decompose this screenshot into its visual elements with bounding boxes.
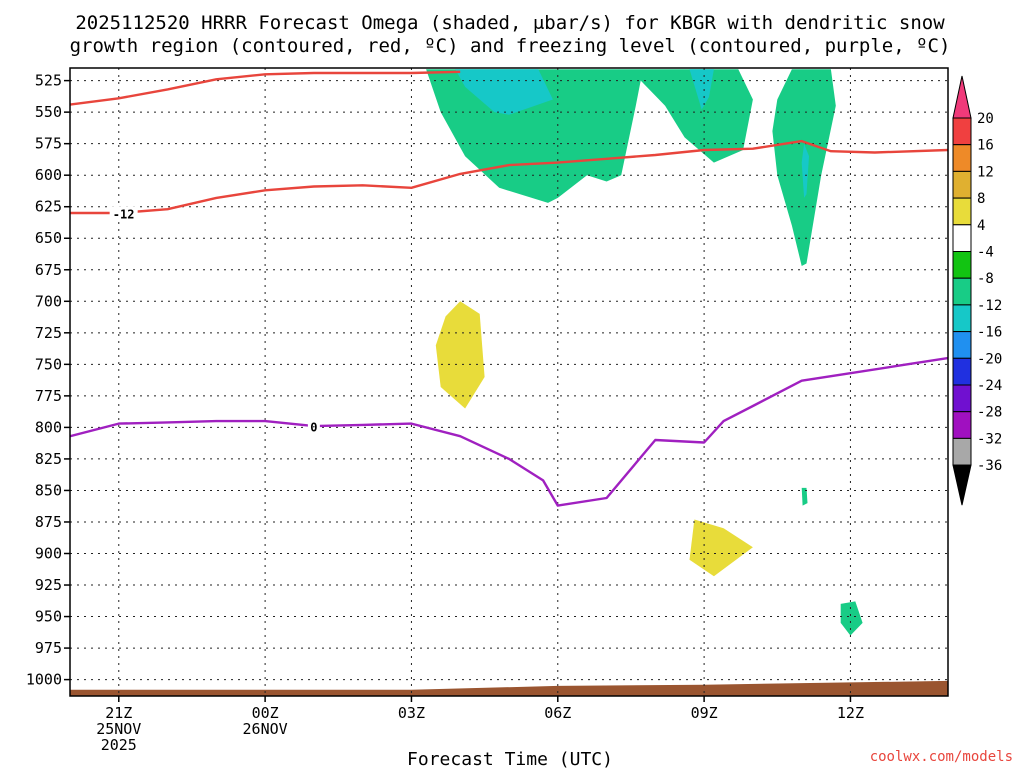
colorbar-label--28: -28: [977, 405, 1002, 421]
y-tick-label-925: 925: [35, 576, 62, 594]
y-tick-label-775: 775: [35, 387, 62, 405]
colorbar-cell-5: [952, 224, 972, 253]
colorbar-cell-7: [952, 277, 972, 306]
colorbar-label--4: -4: [977, 245, 994, 261]
y-tick-label-875: 875: [35, 513, 62, 531]
terrain-layer: [70, 680, 948, 696]
x-tick-label-00Z-1: 26NOV: [243, 720, 288, 738]
omega-region-pos-low-4: [479, 467, 587, 661]
y-tick-label-700: 700: [35, 292, 62, 310]
omega-region-pos-ul-4: [157, 69, 241, 266]
contour-label-freezing-level: 0: [310, 420, 317, 434]
y-tick-label-550: 550: [35, 103, 62, 121]
y-tick-label-950: 950: [35, 608, 62, 626]
y-tick-label-750: 750: [35, 355, 62, 373]
colorbar-cell-6: [952, 251, 972, 279]
contour-label-bg-freezing-level: [307, 419, 320, 435]
x-tick-label-21Z-0: 21Z: [105, 704, 132, 722]
colorbar-label--20: -20: [977, 351, 1002, 367]
colorbar-label--12: -12: [977, 298, 1002, 314]
colorbar-cell-11: [952, 384, 972, 413]
colorbar-label-8: 8: [977, 191, 985, 207]
colorbar-cell-3: [952, 170, 972, 199]
x-tick-label-09Z-0: 09Z: [691, 704, 718, 722]
colorbar: 20 16 12 8 4 -4 -8 -12 -16 -20 -24 -28 -32 -36: [952, 75, 1002, 506]
y-axis: 525 550 575 600 625 650 675 700 725 750 775 800 825 8…: [26, 72, 70, 689]
x-tick-label-21Z-1: 25NOV: [96, 720, 141, 738]
x-tick-label-06Z-0: 06Z: [544, 704, 571, 722]
omega-region-neg-c-8: [840, 601, 863, 636]
omega-region-pos-re-4: [909, 326, 948, 453]
x-tick-label-00Z-0: 00Z: [252, 704, 279, 722]
omega-region-pos-mid-4: [274, 250, 556, 569]
colorbar-label--16: -16: [977, 325, 1002, 341]
omega-region-pos-mid-8: [435, 301, 485, 409]
x-axis-title: Forecast Time (UTC): [407, 749, 613, 768]
x-tick-label-21Z-2: 2025: [101, 736, 137, 754]
colorbar-label-4: 4: [977, 218, 985, 234]
colorbar-label--8: -8: [977, 271, 994, 287]
contour-layer: -12 0: [70, 70, 948, 507]
omega-region-neg-a-12: [455, 69, 553, 115]
x-tick-label-03Z-0: 03Z: [398, 704, 425, 722]
omega-region-pos-rr-4: [821, 329, 890, 545]
colorbar-label--24: -24: [977, 378, 1002, 394]
colorbar-bottom-arrow: [952, 464, 972, 506]
colorbar-label-12: 12: [977, 164, 994, 180]
y-tick-label-800: 800: [35, 418, 62, 436]
y-tick-label-900: 900: [35, 545, 62, 563]
omega-shading: [157, 69, 948, 661]
colorbar-top-arrow: [952, 75, 972, 119]
chart-title-line2: growth region (contoured, red, ºC) and f…: [70, 35, 951, 57]
omega-region-pos-r-8: [689, 519, 753, 577]
y-tick-label-1000: 1000: [26, 671, 62, 689]
y-tick-label-525: 525: [35, 72, 62, 90]
chart-title-line1: 2025112520 HRRR Forecast Omega (shaded, …: [75, 12, 945, 34]
colorbar-cell-9: [952, 331, 972, 359]
colorbar-cell-13: [952, 437, 972, 466]
colorbar-cell-8: [952, 304, 972, 333]
y-tick-label-975: 975: [35, 639, 62, 657]
omega-region-neg-d-8: [801, 487, 808, 506]
omega-region-neg-a2-12: [689, 69, 714, 110]
y-tick-label-625: 625: [35, 198, 62, 216]
y-tick-label-675: 675: [35, 261, 62, 279]
colorbar-cell-10: [952, 357, 972, 386]
y-tick-label-600: 600: [35, 166, 62, 184]
y-tick-label-650: 650: [35, 229, 62, 247]
terrain-fill: [70, 680, 948, 696]
y-tick-label-575: 575: [35, 135, 62, 153]
omega-region-neg-b-12: [801, 143, 809, 198]
y-tick-label-825: 825: [35, 450, 62, 468]
contour-label-dgz-minus12: -12: [113, 207, 135, 221]
plot-frame: [69, 67, 949, 697]
colorbar-cell-2: [952, 144, 972, 172]
colorbar-cell-1: [952, 117, 972, 146]
colorbar-label-20: 20: [977, 111, 994, 127]
colorbar-cell-12: [952, 411, 972, 439]
x-tick-label-12Z-0: 12Z: [837, 704, 864, 722]
contour-dgz-upper: [70, 70, 461, 106]
contour-label-bg-dgz-minus12: [109, 206, 138, 222]
colorbar-label--36: -36: [977, 458, 1002, 474]
credit-text: coolwx.com/models: [870, 749, 1013, 765]
colorbar-cell-4: [952, 197, 972, 226]
contour-freezing-level: [70, 356, 948, 507]
colorbar-label--32: -32: [977, 431, 1002, 447]
contour-dgz-minus12: [70, 139, 948, 215]
y-tick-label-850: 850: [35, 481, 62, 499]
colorbar-label-16: 16: [977, 138, 994, 154]
y-tick-label-725: 725: [35, 324, 62, 342]
